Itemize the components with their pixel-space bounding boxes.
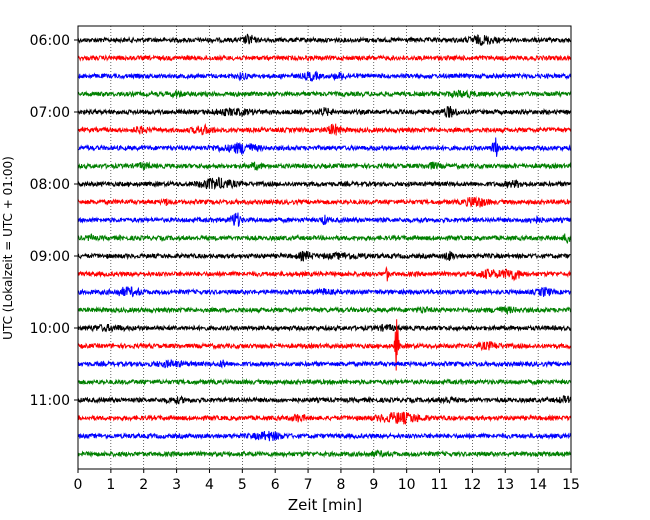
- x-tick-label-4: 4: [205, 477, 214, 493]
- x-tick-label-12: 12: [463, 477, 481, 493]
- trace-1000: [77, 323, 572, 333]
- x-tick-label-11: 11: [431, 477, 449, 493]
- trace-0730: [77, 137, 572, 157]
- trace-1115: [77, 411, 572, 425]
- vertical-grid: [110, 26, 539, 469]
- y-tick-label-11:00: 11:00: [30, 393, 70, 409]
- y-tick-label-06:00: 06:00: [30, 33, 70, 49]
- trace-0615: [77, 54, 572, 62]
- x-tick-label-14: 14: [529, 477, 547, 493]
- trace-0845: [77, 233, 572, 244]
- x-tick-label-0: 0: [74, 477, 83, 493]
- trace-0915: [77, 265, 572, 282]
- trace-0645: [77, 89, 572, 99]
- trace-1045: [77, 377, 572, 387]
- trace-1145: [77, 449, 572, 459]
- trace-0700: [77, 105, 572, 118]
- x-tick-label-7: 7: [304, 477, 313, 493]
- x-tick-label-9: 9: [369, 477, 378, 493]
- x-tick-label-1: 1: [106, 477, 115, 493]
- x-tick-label-2: 2: [139, 477, 148, 493]
- trace-0800: [77, 176, 572, 190]
- trace-0630: [77, 70, 572, 82]
- trace-1100: [77, 395, 572, 405]
- seismic-traces: [77, 33, 572, 459]
- y-tick-label-10:00: 10:00: [30, 321, 70, 337]
- x-tick-label-5: 5: [238, 477, 247, 493]
- trace-0715: [77, 122, 572, 136]
- y-tick-label-07:00: 07:00: [30, 105, 70, 121]
- x-tick-label-3: 3: [172, 477, 181, 493]
- x-tick-label-15: 15: [562, 477, 580, 493]
- trace-0900: [77, 250, 572, 262]
- x-axis-ticks: 0 1 2 3 4 5 6 7 8 9 10 11 12 13 14 15: [74, 469, 580, 493]
- trace-0930: [77, 286, 572, 298]
- x-axis-label: Zeit [min]: [288, 496, 362, 514]
- trace-0815: [77, 195, 572, 208]
- plot-frame: [77, 25, 572, 470]
- trace-1130: [77, 430, 572, 442]
- trace-0830: [77, 212, 572, 228]
- y-tick-label-09:00: 09:00: [30, 249, 70, 265]
- trace-1015: [77, 319, 572, 371]
- y-tick-label-08:00: 08:00: [30, 177, 70, 193]
- trace-0745: [77, 161, 572, 172]
- x-tick-label-13: 13: [496, 477, 514, 493]
- x-tick-label-8: 8: [336, 477, 345, 493]
- trace-0600: [77, 33, 572, 46]
- y-axis-label: UTC (Lokalzeit = UTC + 01:00): [1, 156, 15, 340]
- y-axis-ticks: 06:00 07:00 08:00 09:00 10:00 11:00: [30, 33, 78, 409]
- trace-0945: [77, 305, 572, 316]
- trace-1030: [77, 358, 572, 369]
- x-tick-label-10: 10: [398, 477, 416, 493]
- x-tick-label-6: 6: [271, 477, 280, 493]
